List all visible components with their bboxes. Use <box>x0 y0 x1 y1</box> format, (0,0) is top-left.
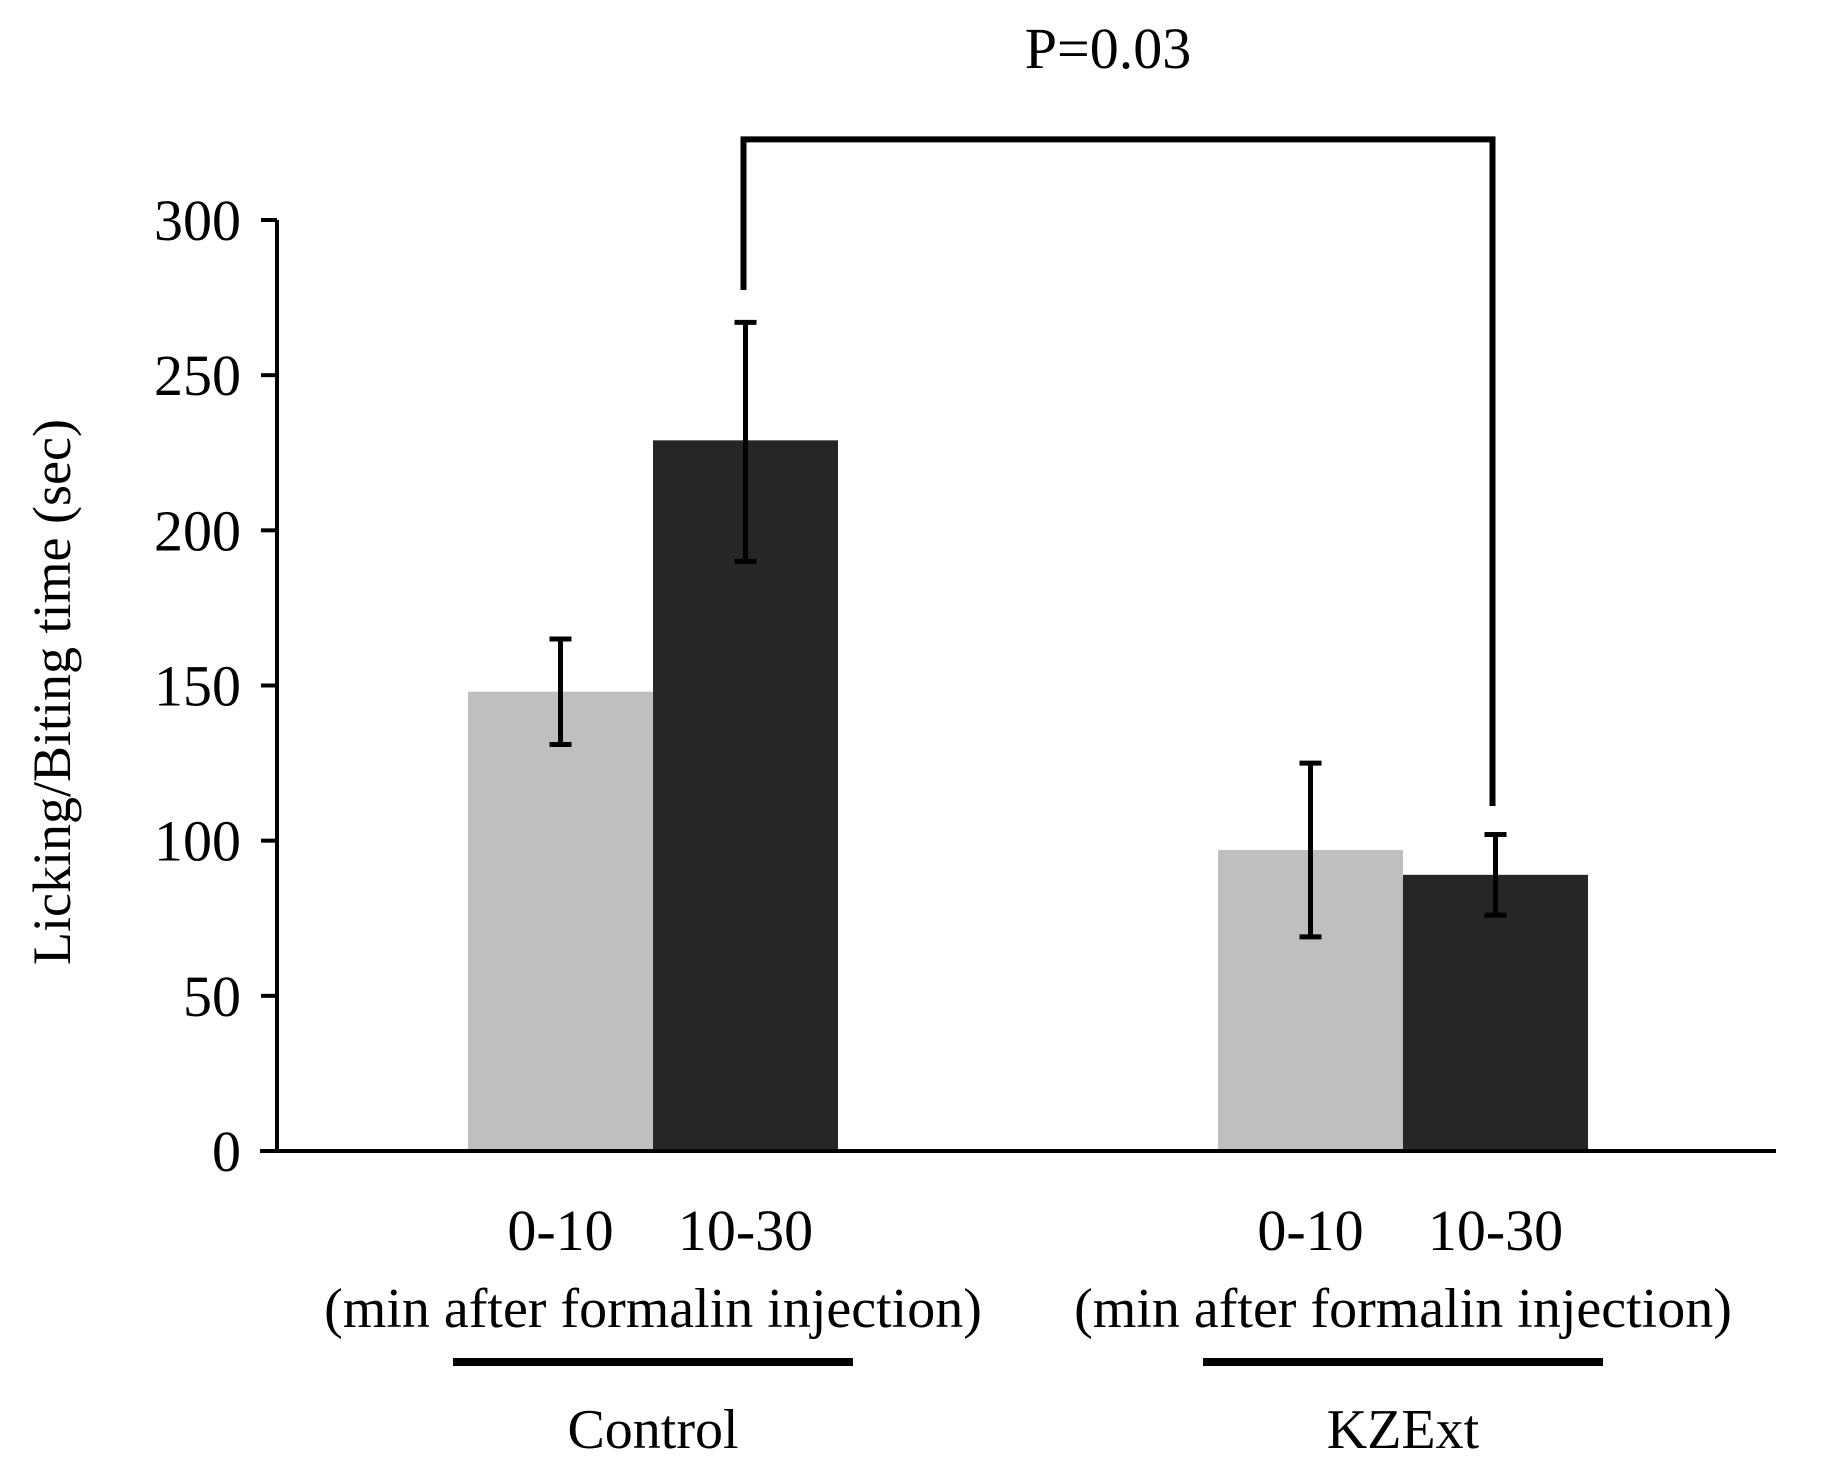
axes-group <box>260 136 1776 1366</box>
y-tick-label: 250 <box>154 343 241 408</box>
y-tick-label: 150 <box>154 654 241 719</box>
bar <box>1403 874 1588 1151</box>
x-axis-sublabel: (min after formalin injection) <box>324 1278 982 1340</box>
y-axis-label: Licking/Biting time (sec) <box>22 419 82 965</box>
significance-label: P=0.03 <box>1025 16 1191 81</box>
labels-group: 0 50 100 150 200 250 300 0-10 10-30 (min after fo… <box>154 188 1732 1461</box>
x-axis-sublabel: (min after formalin injection) <box>1074 1278 1732 1340</box>
x-category-label: 10-30 <box>1428 1198 1563 1263</box>
y-tick-label: 300 <box>154 188 241 253</box>
y-tick-label: 50 <box>183 964 241 1029</box>
significance-bracket <box>740 136 1496 806</box>
y-tick-label: 0 <box>212 1119 241 1184</box>
x-category-label: 10-30 <box>678 1198 813 1263</box>
y-tick-label: 100 <box>154 809 241 874</box>
group-label: KZExt <box>1327 1399 1480 1461</box>
bars-group <box>468 440 1588 1151</box>
error-bars-group <box>549 319 1507 940</box>
y-tick-label: 200 <box>154 498 241 563</box>
x-category-label: 0-10 <box>1257 1198 1363 1263</box>
x-category-label: 0-10 <box>507 1198 613 1263</box>
bar <box>468 691 653 1151</box>
group-label: Control <box>567 1399 738 1461</box>
